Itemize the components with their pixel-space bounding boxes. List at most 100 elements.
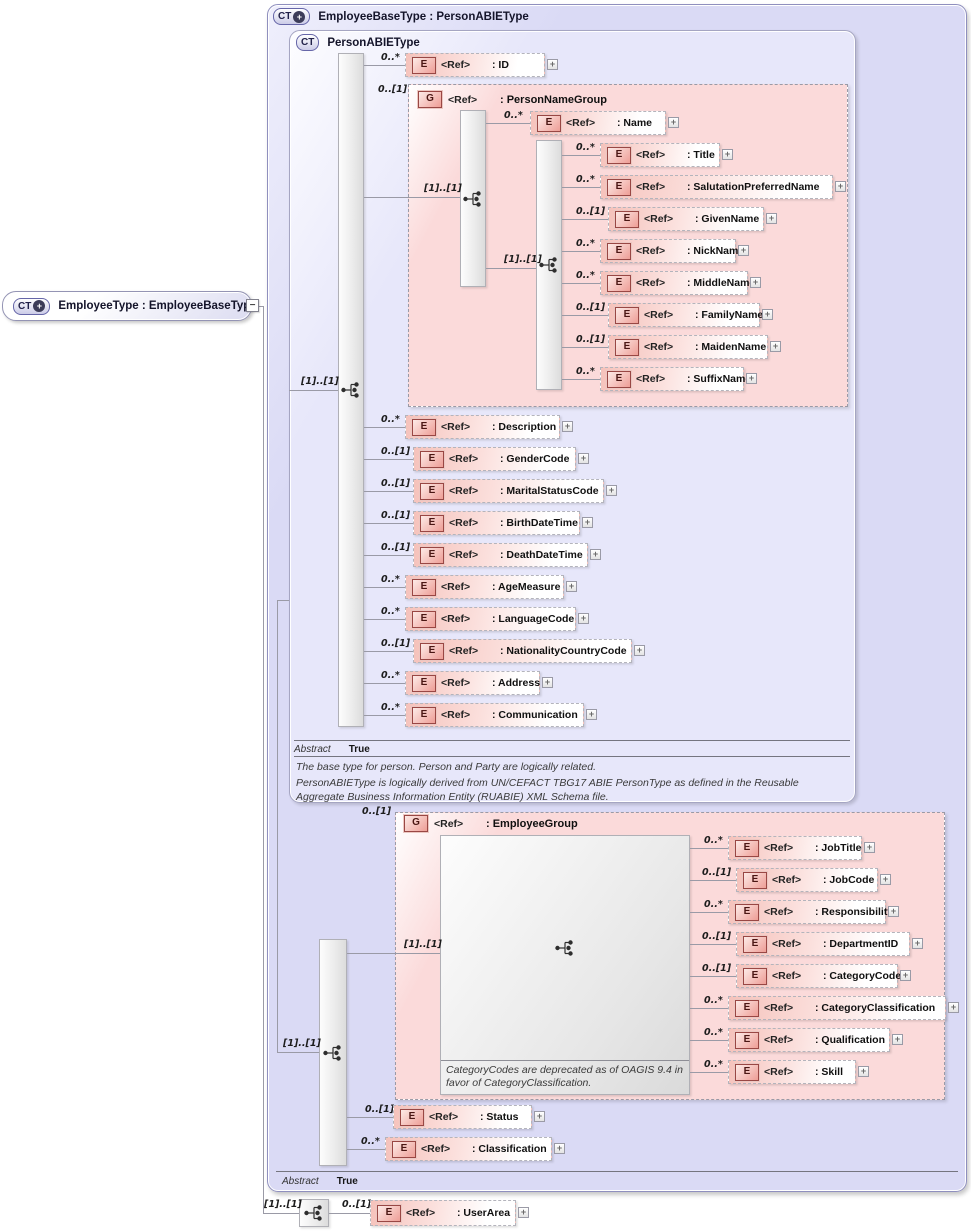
expand-icon[interactable]: + [770,341,781,352]
element-jobcode[interactable]: E <Ref>: JobCode + [736,868,891,892]
sequence-box-extension[interactable] [299,1199,329,1227]
complex-type-icon: CT + [13,297,51,315]
element-givenname[interactable]: E <Ref>: GivenName + [608,207,777,231]
expand-icon[interactable]: + [912,938,923,949]
expand-icon[interactable]: + [542,677,553,688]
element-skill[interactable]: E <Ref>: Skill + [728,1060,869,1084]
element-name[interactable]: E <Ref>: Name + [530,111,679,135]
element-departmentid[interactable]: E <Ref>: DepartmentID + [736,932,923,956]
element-icon: E [735,999,759,1017]
expand-icon[interactable]: + [534,1111,545,1122]
element-userarea[interactable]: E <Ref>: UserArea + [370,1200,529,1226]
expand-icon[interactable]: + [578,613,589,624]
divider [276,1171,958,1172]
element-jobtitle[interactable]: E <Ref>: JobTitle + [728,836,875,860]
expand-icon[interactable]: + [948,1002,959,1013]
expand-icon[interactable]: + [762,309,773,320]
element-agemeasure[interactable]: E <Ref>: AgeMeasure + [405,575,577,599]
connector-line [329,1213,370,1214]
element-gendercode[interactable]: E <Ref>: GenderCode + [413,447,589,471]
element-icon: E [412,674,436,692]
expand-icon[interactable]: + [562,421,573,432]
element-nationalitycountrycode[interactable]: E <Ref>: NationalityCountryCode + [413,639,645,663]
expand-icon[interactable]: + [722,149,733,160]
expand-icon[interactable]: + [892,1034,903,1045]
expand-icon[interactable]: + [554,1143,565,1154]
cardinality-label: [1]..[1] [301,376,339,387]
connector-line [562,283,600,284]
connector-line [690,848,728,849]
expand-icon[interactable]: + [634,645,645,656]
sequence-bar-person[interactable] [338,53,364,727]
expand-icon[interactable]: + [750,277,761,288]
expand-icon[interactable]: + [880,874,891,885]
element-icon: E [615,338,639,356]
element-id[interactable]: E <Ref>: ID + [405,53,558,77]
connector-line [364,555,413,556]
expand-icon[interactable]: + [746,373,757,384]
element-categoryclassification[interactable]: E <Ref>: CategoryClassification + [728,996,959,1020]
complex-type-title: PersonABIEType [327,36,420,49]
element-icon: E [607,242,631,260]
expand-icon[interactable]: + [606,485,617,496]
collapse-icon[interactable]: − [246,299,259,312]
expand-icon[interactable]: + [858,1066,869,1077]
group-header-personnamegroup[interactable]: G <Ref> : PersonNameGroup [418,91,607,108]
element-nickname[interactable]: E <Ref>: NickName + [600,239,749,263]
root-element-title: EmployeeType : EmployeeBaseType [58,300,257,312]
expand-icon[interactable]: + [566,581,577,592]
expand-icon[interactable]: + [888,906,899,917]
expand-icon[interactable]: + [900,970,911,981]
expand-icon[interactable]: + [586,709,597,720]
expand-icon[interactable]: + [738,245,749,256]
sequence-bar-namegroup[interactable] [460,110,486,287]
sequence-bar-name[interactable] [536,140,562,390]
sequence-box-employeegroup[interactable]: CategoryCodes are deprecated as of OAGIS… [440,835,690,1095]
complex-type-header-personabietype[interactable]: CT PersonABIEType [296,34,420,51]
expand-icon[interactable]: + [547,59,558,70]
element-maidenname[interactable]: E <Ref>: MaidenName + [608,335,781,359]
element-languagecode[interactable]: E <Ref>: LanguageCode + [405,607,589,631]
group-icon: G [404,815,428,832]
element-qualification[interactable]: E <Ref>: Qualification + [728,1028,903,1052]
cardinality-label: 0..* [381,414,400,425]
abstract-value: True [336,1176,358,1187]
element-suffixname[interactable]: E <Ref>: SuffixName + [600,367,757,391]
element-status[interactable]: E <Ref>: Status + [393,1105,545,1129]
expand-icon[interactable]: + [835,181,846,192]
element-categorycodes[interactable]: E <Ref>: CategoryCodes + [736,964,911,988]
element-birthdatetime[interactable]: E <Ref>: BirthDateTime + [413,511,593,535]
element-responsibility[interactable]: E <Ref>: Responsibility + [728,900,899,924]
connector-line [347,1117,393,1118]
element-maritalstatuscode[interactable]: E <Ref>: MaritalStatusCode + [413,479,617,503]
root-element-employeetype[interactable]: CT + EmployeeType : EmployeeBaseType [2,291,257,321]
element-title[interactable]: E <Ref>: Title + [600,143,733,167]
abstract-value: True [348,744,370,755]
cardinality-label: 0..[1] [576,334,606,345]
connector-line [690,944,736,945]
element-salutationpreferredname[interactable]: E <Ref>: SalutationPreferredName + [600,175,846,199]
complex-type-header-employeebasetype[interactable]: CT + EmployeeBaseType : PersonABIEType [273,8,529,25]
connector-line [690,1008,728,1009]
element-classification[interactable]: E <Ref>: Classification + [385,1137,565,1161]
element-middlename[interactable]: E <Ref>: MiddleName + [600,271,761,295]
sequence-bar-base[interactable] [319,939,347,1166]
expand-icon[interactable]: + [668,117,679,128]
expand-icon[interactable]: + [578,453,589,464]
expand-icon[interactable]: + [582,517,593,528]
expand-icon[interactable]: + [766,213,777,224]
expand-icon[interactable]: + [590,549,601,560]
element-deathdatetime[interactable]: E <Ref>: DeathDateTime + [413,543,601,567]
connector-line [277,1052,319,1053]
group-header-employeegroup[interactable]: G <Ref> : EmployeeGroup [404,815,578,832]
element-communication[interactable]: E <Ref>: Communication + [405,703,597,727]
cardinality-label: 0..* [381,52,400,63]
expand-icon[interactable]: + [518,1207,529,1218]
element-description[interactable]: E <Ref>: Description + [405,415,573,439]
connector-line [347,1149,385,1150]
element-address[interactable]: E <Ref>: Address + [405,671,553,695]
cardinality-label: [1]..[1] [504,254,542,265]
expand-icon[interactable]: + [864,842,875,853]
element-familyname[interactable]: E <Ref>: FamilyName + [608,303,773,327]
element-icon: E [400,1108,424,1126]
